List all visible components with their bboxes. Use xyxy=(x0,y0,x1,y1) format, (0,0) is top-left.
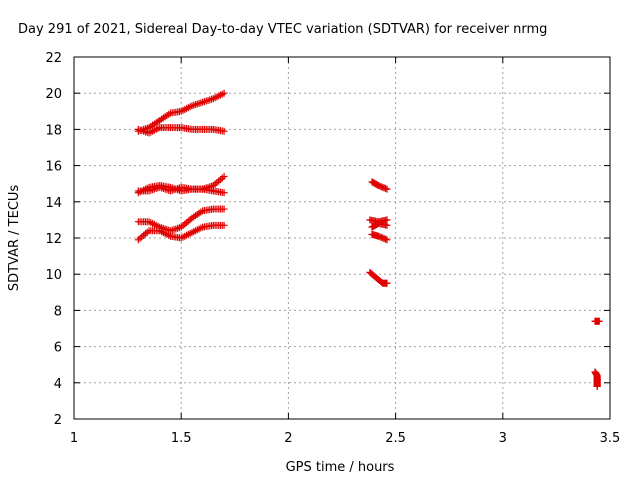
data-point xyxy=(143,187,151,195)
grid xyxy=(74,57,610,419)
data-point xyxy=(204,96,212,104)
data-point xyxy=(175,108,183,116)
data-point xyxy=(172,225,180,233)
data-points xyxy=(134,89,603,390)
y-tick-label: 20 xyxy=(45,87,62,102)
y-tick-label: 14 xyxy=(45,196,62,211)
data-point xyxy=(218,90,226,98)
data-point xyxy=(382,221,390,229)
data-point xyxy=(197,208,205,216)
data-point xyxy=(143,228,151,236)
data-point xyxy=(202,97,210,105)
data-point xyxy=(382,185,390,193)
chart-title: Day 291 of 2021, Sidereal Day-to-day VTE… xyxy=(18,22,547,37)
data-point xyxy=(380,235,388,243)
data-point xyxy=(186,103,194,111)
x-tick-label: 3.5 xyxy=(600,431,621,446)
y-tick-label: 12 xyxy=(45,232,62,247)
data-point xyxy=(172,185,180,193)
data-point xyxy=(380,184,388,192)
data-point xyxy=(372,221,380,229)
data-point xyxy=(218,221,226,229)
data-point xyxy=(208,95,216,103)
data-point xyxy=(197,224,205,232)
data-point xyxy=(197,99,205,107)
data-point xyxy=(186,229,194,237)
data-point xyxy=(170,226,178,234)
data-point xyxy=(218,174,226,182)
data-point xyxy=(382,235,390,243)
x-tick-label: 1.5 xyxy=(171,431,192,446)
data-point xyxy=(186,216,194,224)
data-point xyxy=(200,98,208,106)
y-tick-label: 2 xyxy=(54,413,62,428)
x-axis-label: GPS time / hours xyxy=(286,460,395,475)
data-point xyxy=(154,124,162,132)
y-tick-label: 16 xyxy=(45,160,62,175)
data-point xyxy=(165,231,173,239)
data-point xyxy=(382,279,390,287)
data-point xyxy=(195,99,203,107)
data-point xyxy=(156,183,164,191)
data-point xyxy=(372,180,380,188)
data-point xyxy=(193,100,201,108)
data-point xyxy=(136,126,144,134)
data-point xyxy=(595,317,603,325)
y-tick-label: 10 xyxy=(45,268,62,283)
data-point xyxy=(165,110,173,118)
y-tick-label: 8 xyxy=(54,304,62,319)
data-point xyxy=(593,382,601,390)
data-point xyxy=(218,188,226,196)
y-tick-label: 6 xyxy=(54,341,62,356)
data-point xyxy=(218,205,226,213)
data-point xyxy=(218,127,226,135)
x-tick-label: 2.5 xyxy=(385,431,406,446)
y-tick-label: 18 xyxy=(45,123,62,138)
y-tick-label: 22 xyxy=(45,51,62,66)
data-point xyxy=(175,224,183,232)
x-tick-label: 3 xyxy=(499,431,507,446)
x-tick-label: 1 xyxy=(70,431,78,446)
data-point xyxy=(208,187,216,195)
y-axis-label: SDTVAR / TECUs xyxy=(7,185,22,292)
data-point xyxy=(154,227,162,235)
x-tick-label: 2 xyxy=(284,431,292,446)
y-tick-label: 4 xyxy=(54,377,62,392)
data-point xyxy=(143,218,151,226)
data-point xyxy=(154,118,162,126)
data-point xyxy=(175,234,183,242)
data-point xyxy=(199,98,207,106)
data-point xyxy=(134,125,142,133)
axis-ticks: 1 1.5 2 2.5 3 3.5 2 4 6 8 10 12 14 16 18 20 22 xyxy=(45,51,620,446)
data-point xyxy=(168,226,176,234)
